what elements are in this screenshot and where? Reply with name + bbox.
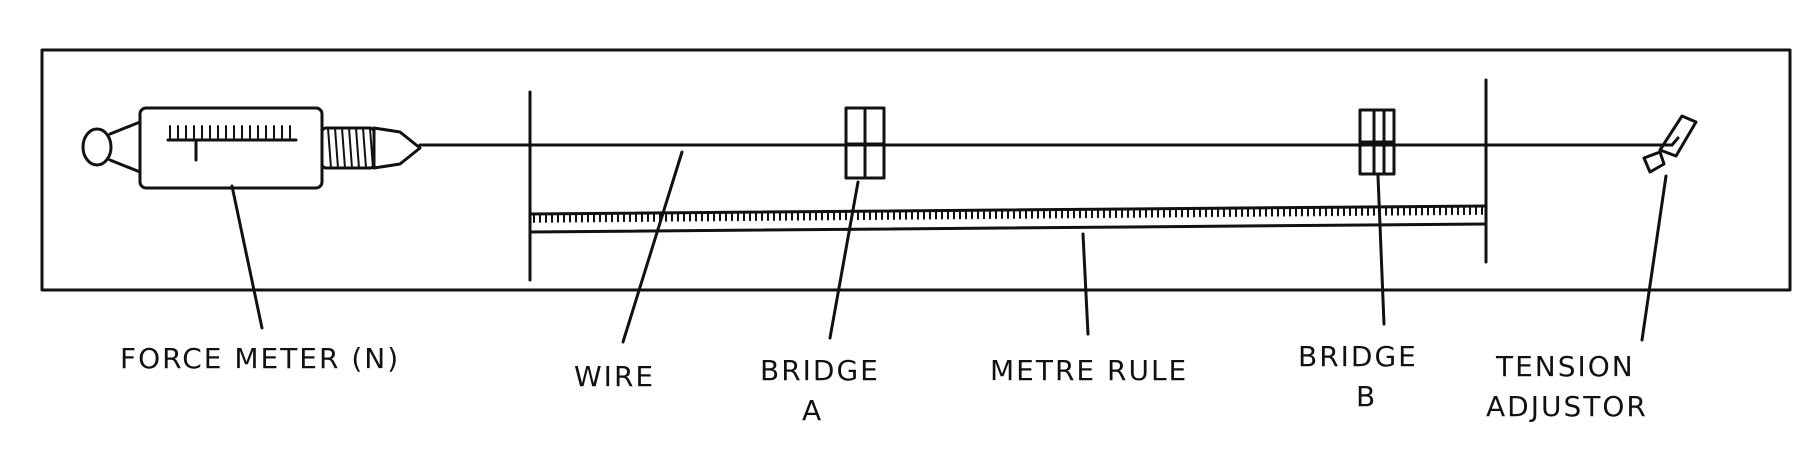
bridge-a [844,106,886,180]
leader-bridge-b [1376,174,1386,326]
metre-rule-ticks [533,205,1483,223]
base-board [40,48,1792,292]
tension-adjustor [1642,114,1698,174]
label-bridge-b-line1: BRIDGE [1298,340,1418,373]
label-tension-line2: ADJUSTOR [1486,390,1648,423]
label-force-meter: FORCE METER (N) [120,342,400,375]
label-bridge-a-line2: A [802,394,823,427]
label-bridge-b-line2: B [1356,380,1377,413]
spring-coil [334,127,339,169]
leader-metre-rule [1081,232,1090,336]
spring-coil [355,127,360,169]
leader-tension-adjustor [1640,174,1668,342]
label-bridge-a-line1: BRIDGE [760,354,880,387]
spring-coil [348,127,353,169]
force-meter-spring-coils [327,127,374,169]
metre-rule [528,204,1488,234]
force-meter [81,106,422,190]
spring-coil [341,127,346,169]
spring-coil [327,127,332,169]
leader-force-meter [230,184,264,330]
leader-wire [621,150,684,344]
label-wire: WIRE [574,360,655,393]
leader-bridge-a [828,180,860,340]
label-tension-line1: TENSION [1495,350,1635,383]
label-metre-rule: METRE RULE [990,354,1188,387]
force-meter-scale-ticks [169,125,291,141]
spring-coil [362,127,367,169]
bridge-b [1358,108,1396,176]
